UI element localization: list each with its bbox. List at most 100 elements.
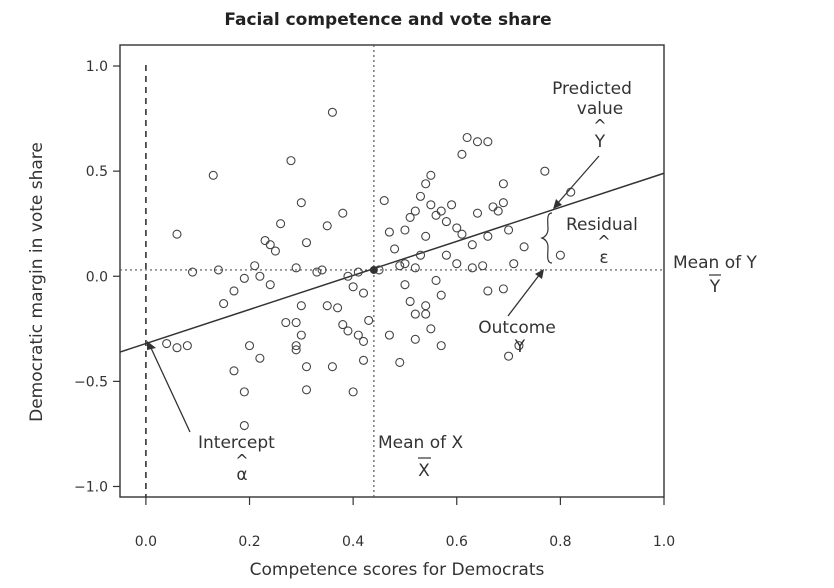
data-point [219,299,229,309]
predicted-arrow [556,155,600,205]
data-point [436,206,446,216]
data-point [488,202,498,212]
data-point [229,366,239,376]
x-tick-label: 1.0 [653,534,675,550]
residual-symbol: ε [599,248,608,268]
data-point [410,206,420,216]
data-point [296,330,306,340]
data-point [483,231,493,241]
mean-y-label: Mean of Y [673,253,758,273]
intercept-label: Intercept [198,433,275,453]
data-point [364,315,374,325]
data-point [338,208,348,218]
data-point [327,362,337,372]
data-point [312,267,322,277]
data-point [343,271,353,281]
data-point [452,223,462,233]
data-point [187,267,198,277]
y-tick-label: 0.0 [86,269,108,285]
data-point [291,263,301,273]
data-point [540,166,550,176]
data-point [462,132,472,143]
data-point [239,273,249,283]
data-point [514,341,524,351]
outcome-label: Outcome [478,318,556,338]
residual-brace [540,212,553,264]
data-point [291,317,301,328]
data-point [239,387,249,397]
data-point [441,217,451,227]
data-point [400,225,410,235]
data-point [239,420,249,431]
data-point [358,336,369,346]
x-axis: 0.0 0.2 0.4 0.6 0.8 1.0 [135,497,675,550]
y-tick-label: −1.0 [74,479,108,495]
data-point [162,338,172,349]
data-point [213,265,223,275]
data-point [172,343,182,353]
x-tick-label: 0.6 [446,534,468,550]
intercept-symbol: α [236,465,247,485]
data-point [426,324,436,334]
data-point [400,259,410,269]
data-point [472,208,483,218]
data-point [410,309,420,319]
predicted-symbol: Y [594,132,606,152]
data-point [343,326,353,336]
data-point [317,265,327,275]
data-point [472,137,483,147]
data-point [353,330,363,340]
data-point [322,221,332,231]
data-point [426,200,436,210]
data-point [441,250,451,260]
data-point [301,362,312,372]
data-point [353,267,363,277]
data-point [410,263,420,273]
data-point [281,317,291,328]
y-tick-label: 1.0 [86,59,108,75]
data-point [421,231,431,241]
data-point [255,271,265,281]
data-point [384,227,394,237]
data-point [426,170,436,180]
data-point [483,286,493,296]
intercept-arrow-head [147,341,156,350]
data-point [421,301,431,311]
data-point [250,261,260,271]
plot-frame [119,44,665,498]
outcome-symbol: Y [514,337,526,357]
outcome-arrow [507,273,541,317]
y-tick-label: 0.5 [86,164,108,180]
predicted-label-line1: Predicted [552,79,632,99]
data-point [395,357,405,368]
mean-y-symbol: Y [709,277,721,297]
data-points [162,107,576,431]
data-point [498,179,508,189]
data-point [322,301,332,311]
x-axis-label: Competence scores for Democrats [250,560,545,580]
data-point [348,282,358,292]
data-point [483,137,493,147]
data-point [493,206,503,216]
data-point [504,351,514,361]
data-point [348,387,358,397]
outcome-arrow-head [535,269,544,279]
data-point [229,286,239,296]
data-point [390,244,400,254]
data-point [327,107,337,117]
data-point [286,156,296,166]
data-point [270,246,280,256]
residual-hat: ^ [597,232,610,251]
data-point [172,229,182,239]
mean-x-symbol: X [418,461,430,481]
data-point [395,261,405,271]
predicted-label-line2: value [577,99,623,119]
y-axis: 1.0 0.5 0.0 −0.5 −1.0 [74,59,120,495]
data-point [291,341,301,351]
predicted-arrow-head [553,199,562,209]
data-point [208,170,218,180]
data-point [421,309,431,319]
data-point [405,296,415,307]
data-point [410,334,420,344]
